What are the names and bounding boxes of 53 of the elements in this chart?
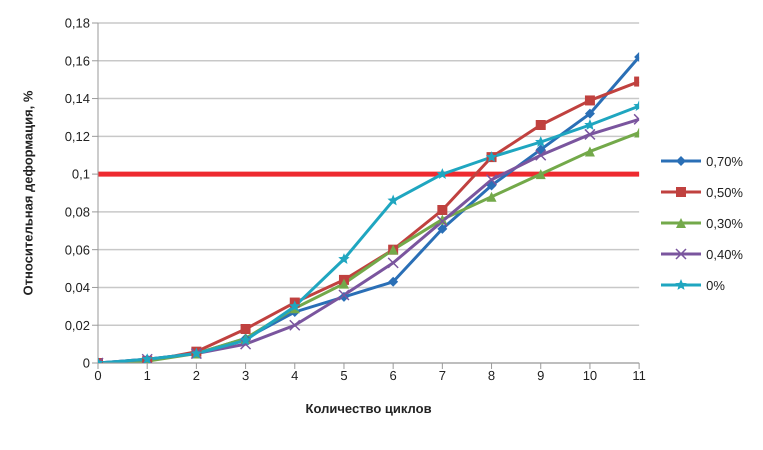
x-tick-label: 0 — [94, 368, 102, 384]
legend-label: 0% — [706, 278, 725, 292]
x-tick-label: 6 — [390, 368, 397, 384]
point — [536, 120, 546, 130]
y-tick-label: 0,16 — [64, 53, 90, 68]
point — [436, 216, 448, 228]
y-tick-label: 0,14 — [64, 91, 90, 106]
x-tick-label: 4 — [291, 368, 298, 384]
point — [534, 149, 546, 161]
point — [240, 324, 251, 334]
legend-label: 0,50% — [706, 184, 743, 200]
point — [289, 319, 301, 331]
point — [584, 95, 595, 106]
point — [536, 169, 546, 180]
point — [338, 278, 349, 289]
y-tick-label: 0,06 — [64, 242, 90, 258]
y-axis-title: Относительная деформация, % — [20, 90, 36, 296]
point — [437, 224, 448, 234]
point — [387, 257, 399, 269]
legend-label: 0,30% — [706, 216, 743, 230]
y-tick-label: 0,18 — [64, 16, 90, 31]
point — [387, 194, 399, 206]
point — [437, 205, 448, 215]
x-tick-label: 7 — [438, 368, 446, 384]
x-tick-label: 1 — [144, 368, 151, 384]
y-tick-label: 0 — [82, 356, 90, 371]
point — [338, 253, 350, 264]
x-tick-label: 5 — [340, 368, 348, 384]
y-tick-label: 0,12 — [64, 128, 90, 144]
point — [536, 144, 546, 155]
point — [388, 276, 398, 287]
x-tick-label: 10 — [582, 368, 598, 384]
point — [289, 300, 300, 312]
y-tick-label: 0,1 — [72, 166, 90, 182]
x-tick-label: 2 — [192, 368, 200, 384]
y-tick-label: 0,08 — [64, 204, 90, 220]
point — [486, 180, 497, 190]
point — [486, 192, 497, 202]
x-tick-label: 3 — [242, 368, 250, 384]
legend-label: 0,70% — [706, 154, 743, 168]
point — [486, 174, 498, 186]
point — [338, 289, 350, 301]
y-tick-label: 0,04 — [64, 280, 90, 296]
legend-label: 0,40% — [706, 246, 743, 262]
x-tick-label: 8 — [488, 368, 496, 384]
y-tick-label: 0,02 — [64, 318, 90, 333]
point — [584, 146, 595, 156]
point — [584, 128, 596, 140]
x-tick-label: 9 — [537, 368, 544, 384]
x-axis-title: Количество циклов — [306, 401, 432, 416]
point — [584, 108, 595, 119]
x-tick-label: 11 — [632, 368, 646, 384]
point — [240, 338, 252, 350]
